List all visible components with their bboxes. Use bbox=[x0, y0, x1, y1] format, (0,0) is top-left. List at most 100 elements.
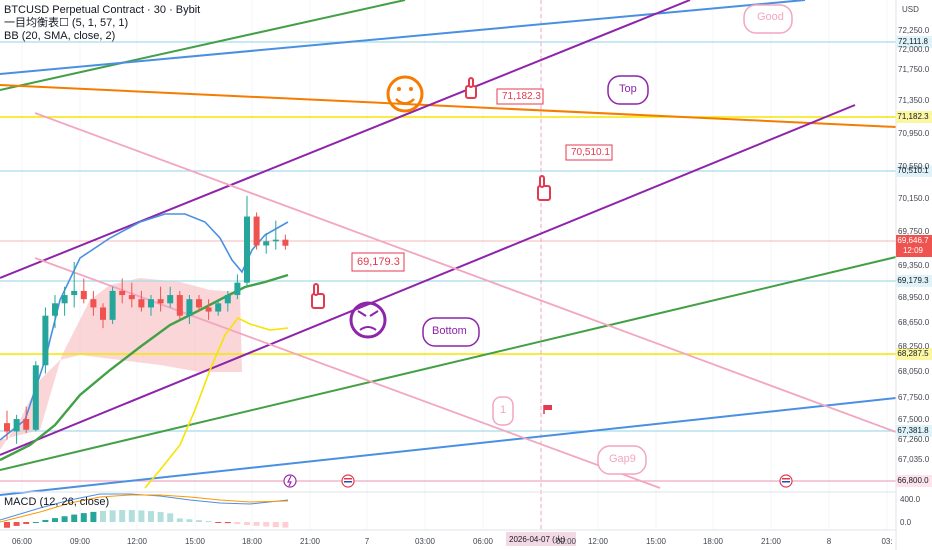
macd-bar bbox=[186, 519, 193, 522]
callout-bottom-bubble[interactable] bbox=[422, 317, 480, 347]
candle[interactable] bbox=[100, 307, 106, 320]
pink-trendline-upper[interactable] bbox=[34, 112, 897, 433]
candle[interactable] bbox=[61, 295, 68, 304]
price-badge-66800: 66,800.0 bbox=[897, 476, 929, 485]
purple-channel-upper[interactable] bbox=[0, 0, 691, 279]
candle[interactable] bbox=[272, 239, 279, 242]
legend-bb[interactable]: BB (20, SMA, close, 2) bbox=[4, 30, 116, 42]
callout-one-bubble[interactable] bbox=[492, 396, 514, 426]
hand-pointer-icon[interactable] bbox=[311, 283, 325, 309]
time-tick: 18:00 bbox=[702, 537, 724, 546]
candle[interactable] bbox=[282, 239, 289, 246]
purple-channel-lower[interactable] bbox=[0, 104, 856, 456]
green-trendline-lower[interactable] bbox=[0, 256, 897, 471]
candle[interactable] bbox=[13, 419, 20, 432]
candle[interactable] bbox=[176, 295, 183, 316]
orange-trendline[interactable] bbox=[0, 84, 897, 128]
price-tick: 68,650.0 bbox=[898, 318, 930, 327]
price-tick: 70,950.0 bbox=[898, 129, 930, 138]
smiley-face-icon[interactable] bbox=[386, 75, 424, 113]
blue-trendline-lower[interactable] bbox=[0, 397, 897, 496]
price-tick: 68,250.0 bbox=[898, 342, 930, 351]
candle[interactable] bbox=[196, 299, 202, 308]
candle[interactable] bbox=[128, 295, 135, 300]
lightning-event-icon[interactable] bbox=[283, 474, 297, 488]
macd-signal bbox=[0, 494, 289, 523]
candles[interactable] bbox=[4, 195, 289, 444]
hand-pointer-icon[interactable] bbox=[537, 175, 551, 201]
candle[interactable] bbox=[32, 365, 39, 430]
legend-symbol[interactable]: BTCUSD Perpetual Contract · 30 · Bybit bbox=[4, 4, 201, 16]
price-badge-72111: 72,111.8 bbox=[898, 37, 928, 46]
macd-bar bbox=[253, 522, 260, 526]
macd-bar bbox=[272, 522, 279, 528]
ichimoku-cloud bbox=[0, 278, 242, 450]
candle[interactable] bbox=[148, 299, 154, 308]
candle[interactable] bbox=[23, 419, 30, 430]
green-trendline-top[interactable] bbox=[0, 0, 406, 91]
blue-trendline-top[interactable] bbox=[0, 0, 806, 75]
price-tick: 70,550.0 bbox=[898, 162, 930, 171]
candle[interactable] bbox=[157, 299, 164, 304]
candle[interactable] bbox=[215, 303, 222, 312]
candle[interactable] bbox=[42, 315, 49, 366]
time-tick: 15:00 bbox=[184, 537, 206, 546]
macd-bar bbox=[148, 511, 154, 522]
bb-middle-band bbox=[0, 273, 289, 462]
us-flag-event-icon[interactable] bbox=[779, 474, 793, 488]
candle[interactable] bbox=[244, 216, 250, 283]
macd-bar bbox=[196, 520, 202, 522]
macd-bar bbox=[32, 522, 39, 523]
macd-bar bbox=[215, 522, 222, 523]
candle[interactable] bbox=[186, 299, 193, 316]
time-tick: 12:00 bbox=[587, 537, 609, 546]
price-tick: 72,250.0 bbox=[898, 26, 930, 35]
candle[interactable] bbox=[263, 241, 270, 246]
badge-bg-68287 bbox=[896, 348, 932, 360]
candle[interactable] bbox=[119, 290, 126, 296]
macd-bar bbox=[71, 514, 78, 522]
badge-bg-67381 bbox=[896, 425, 932, 437]
time-tick: 09:00 bbox=[69, 537, 91, 546]
candle[interactable] bbox=[253, 216, 260, 246]
candle[interactable] bbox=[71, 290, 78, 296]
macd-bar bbox=[119, 510, 126, 522]
pink-trendline-lower[interactable] bbox=[34, 257, 661, 489]
hand-pointer-icon[interactable] bbox=[465, 77, 477, 99]
candle[interactable] bbox=[234, 282, 241, 296]
candle[interactable] bbox=[4, 423, 10, 432]
macd-bar bbox=[234, 522, 241, 525]
candle[interactable] bbox=[167, 295, 174, 304]
candle[interactable] bbox=[205, 307, 212, 312]
macd-bar bbox=[61, 516, 68, 522]
macd-bar bbox=[23, 522, 30, 524]
price-label-c-box[interactable] bbox=[351, 252, 405, 272]
callout-gap-bubble[interactable] bbox=[597, 445, 647, 475]
candle[interactable] bbox=[52, 303, 58, 316]
callout-top-bubble[interactable] bbox=[607, 75, 649, 105]
price-tick: 67,750.0 bbox=[898, 393, 930, 402]
flag-icon[interactable] bbox=[543, 405, 552, 414]
candle[interactable] bbox=[90, 299, 97, 308]
candle[interactable] bbox=[138, 299, 145, 308]
legend-macd[interactable]: MACD (12, 26, close) bbox=[4, 496, 110, 508]
price-tick: 71,350.0 bbox=[898, 96, 930, 105]
price-label-a-box[interactable] bbox=[496, 88, 544, 105]
time-tick: 21:00 bbox=[760, 537, 782, 546]
candle[interactable] bbox=[109, 290, 116, 320]
time-tick: 8 bbox=[826, 537, 832, 546]
price-label-b: 70,510.1 bbox=[571, 147, 610, 158]
legend-ichimoku[interactable]: 一目均衡表☐ (5, 1, 57, 1) bbox=[4, 17, 129, 29]
candle[interactable] bbox=[80, 290, 87, 300]
macd-bar bbox=[244, 522, 250, 526]
us-flag-event-icon[interactable] bbox=[341, 474, 355, 488]
price-label-b-box[interactable] bbox=[565, 144, 613, 161]
devil-face-icon[interactable] bbox=[349, 301, 387, 339]
candle[interactable] bbox=[224, 295, 231, 304]
price-tick: 69,350.0 bbox=[898, 261, 930, 270]
countdown-badge: 12:09 bbox=[902, 246, 924, 255]
price-label-c: 69,179.3 bbox=[357, 256, 400, 268]
callout-good-bubble[interactable] bbox=[743, 4, 793, 34]
